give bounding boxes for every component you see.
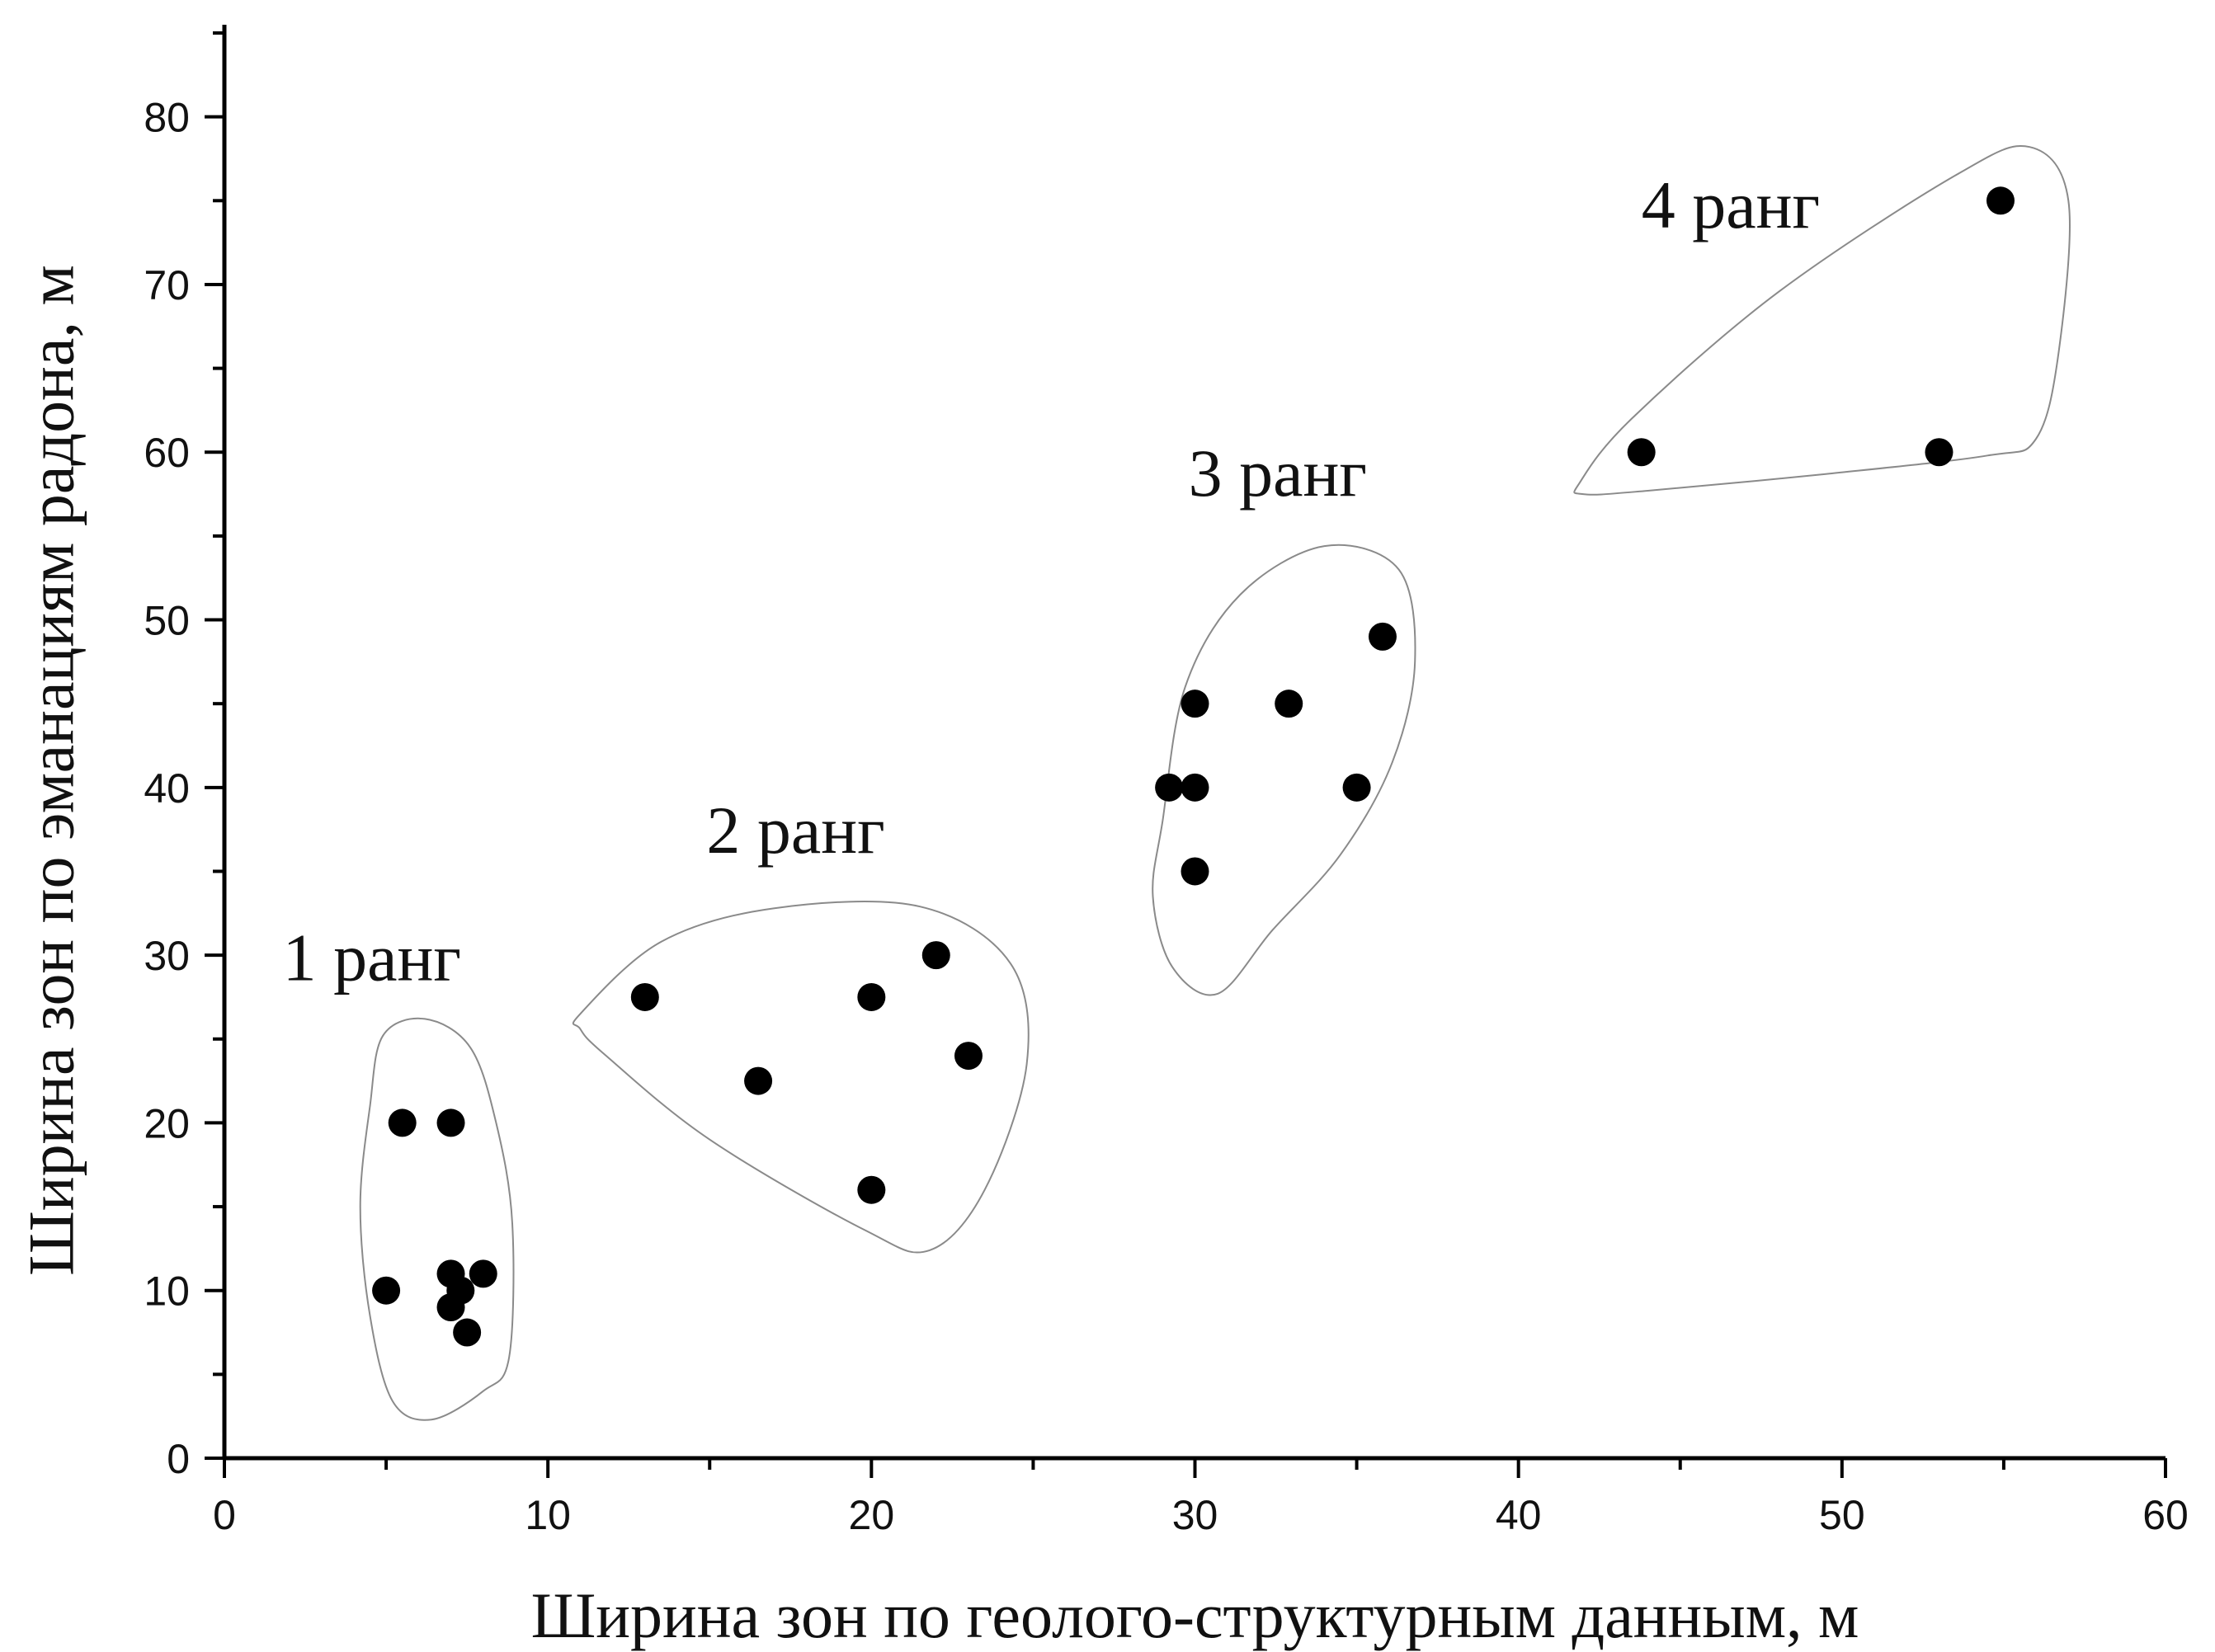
data-point — [469, 1259, 497, 1288]
cluster-label-3: 3 ранг — [1189, 435, 1367, 511]
cluster-outlines — [359, 144, 2071, 1421]
y-axis-title: Ширина зон по эманациям радона, м — [16, 265, 87, 1276]
data-point — [1986, 186, 2015, 215]
y-tick-label: 50 — [144, 598, 190, 644]
y-tick-label: 70 — [144, 262, 190, 308]
data-point — [1925, 438, 1953, 467]
data-point — [1275, 690, 1303, 718]
cluster-label-2: 2 ранг — [706, 793, 884, 868]
data-point — [1181, 690, 1209, 718]
y-tick-label: 60 — [144, 430, 190, 476]
data-point — [1181, 857, 1209, 886]
data-point — [1181, 773, 1209, 802]
y-tick-label: 10 — [144, 1268, 190, 1315]
y-tick-label: 0 — [167, 1436, 190, 1482]
cluster-label-4: 4 ранг — [1642, 167, 1820, 242]
x-axis-title: Ширина зон по геолого-структурным данным… — [531, 1579, 1859, 1651]
data-point — [436, 1108, 465, 1137]
tick-labels: 0 10 20 30 40 50 60 0 10 20 30 40 50 60 70 80 — [144, 95, 2188, 1538]
cluster-labels: 1 ранг 2 ранг 3 ранг 4 ранг — [283, 167, 1821, 995]
y-tick-label: 80 — [144, 95, 190, 141]
data-point — [744, 1066, 773, 1095]
data-point — [1368, 622, 1397, 651]
axes — [222, 25, 2166, 1461]
data-point — [857, 1175, 886, 1204]
tick-marks — [205, 31, 2167, 1478]
x-tick-label: 0 — [213, 1492, 236, 1538]
data-point — [1342, 773, 1371, 802]
cluster-label-1: 1 ранг — [283, 920, 461, 995]
data-point — [453, 1318, 482, 1347]
cluster-outline-2 — [572, 901, 1030, 1254]
data-point — [1627, 438, 1656, 467]
data-point — [1155, 773, 1184, 802]
data-point — [372, 1276, 401, 1305]
data-point — [921, 941, 950, 970]
data-point — [630, 982, 659, 1011]
data-points — [372, 186, 2015, 1347]
x-tick-label: 30 — [1172, 1492, 1218, 1538]
data-point — [388, 1108, 417, 1137]
x-tick-label: 10 — [525, 1492, 571, 1538]
x-tick-label: 40 — [1496, 1492, 1542, 1538]
cluster-outline-3 — [1152, 544, 1416, 996]
data-point — [954, 1042, 983, 1071]
data-point — [446, 1276, 475, 1305]
y-tick-label: 30 — [144, 933, 190, 979]
data-point — [857, 982, 886, 1011]
y-tick-label: 20 — [144, 1100, 190, 1146]
x-tick-label: 50 — [1819, 1492, 1865, 1538]
y-tick-label: 40 — [144, 765, 190, 812]
cluster-outline-1 — [359, 1017, 515, 1421]
x-tick-label: 60 — [2142, 1492, 2189, 1538]
cluster-outline-4 — [1573, 144, 2071, 496]
x-tick-label: 20 — [849, 1492, 895, 1538]
